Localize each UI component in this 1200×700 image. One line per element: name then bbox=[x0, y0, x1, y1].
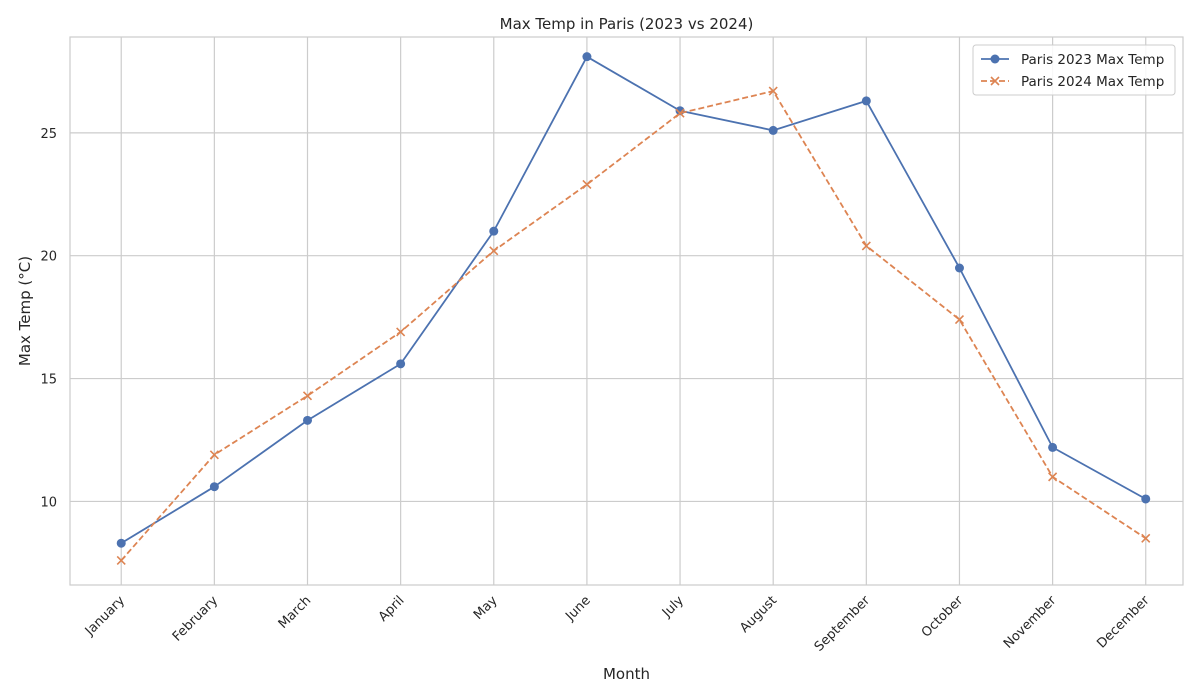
legend-label: Paris 2024 Max Temp bbox=[1021, 74, 1164, 90]
data-point bbox=[1141, 533, 1151, 543]
x-tick-label: April bbox=[376, 593, 408, 625]
x-tick-label: September bbox=[812, 593, 874, 655]
data-point bbox=[582, 52, 592, 62]
x-tick-label: August bbox=[737, 593, 780, 636]
x-tick-label: December bbox=[1094, 593, 1153, 652]
x-tick-label: February bbox=[170, 593, 222, 645]
x-tick-label: March bbox=[276, 593, 315, 632]
plot-frame bbox=[69, 36, 1184, 586]
data-point bbox=[489, 226, 499, 236]
x-tick-label: October bbox=[919, 593, 967, 641]
data-point bbox=[1048, 472, 1058, 482]
y-tick-label: 10 bbox=[40, 495, 57, 510]
chart-title: Max Temp in Paris (2023 vs 2024) bbox=[500, 15, 754, 33]
data-point bbox=[1141, 494, 1151, 504]
data-point bbox=[396, 359, 406, 369]
x-tick-label: November bbox=[1001, 593, 1060, 652]
data-point bbox=[954, 263, 964, 273]
y-tick-label: 20 bbox=[40, 250, 57, 265]
y-tick-label: 25 bbox=[40, 127, 57, 142]
data-point bbox=[861, 96, 871, 106]
tick-labels: January February March April May June July Augu… bbox=[40, 127, 1153, 655]
legend-label: Paris 2023 Max Temp bbox=[1021, 52, 1164, 68]
data-point bbox=[302, 391, 313, 401]
y-tick-label: 15 bbox=[40, 373, 57, 388]
series-lines bbox=[116, 52, 1151, 565]
data-point bbox=[396, 327, 406, 337]
data-point bbox=[954, 315, 965, 325]
x-tick-label: June bbox=[562, 593, 593, 624]
x-axis-label: Month bbox=[603, 665, 650, 683]
data-point bbox=[116, 538, 126, 548]
legend: Paris 2023 Max Temp Paris 2024 Max Temp bbox=[972, 44, 1176, 96]
data-point bbox=[116, 555, 126, 565]
series-line bbox=[120, 55, 1147, 544]
data-point bbox=[1048, 442, 1058, 452]
series-1 bbox=[116, 52, 1151, 548]
data-point bbox=[209, 482, 219, 492]
x-tick-label: January bbox=[82, 593, 128, 639]
data-point bbox=[768, 125, 778, 135]
data-point bbox=[489, 246, 499, 256]
x-tick-label: July bbox=[659, 593, 687, 621]
x-tick-label: May bbox=[471, 593, 501, 623]
legend-entry: Paris 2023 Max Temp bbox=[981, 52, 1164, 68]
legend-entry: Paris 2024 Max Temp bbox=[981, 74, 1164, 90]
data-point bbox=[675, 108, 685, 118]
legend-marker bbox=[990, 76, 1000, 86]
data-point bbox=[768, 86, 778, 96]
legend-marker bbox=[990, 54, 1000, 64]
series-line bbox=[120, 90, 1147, 562]
data-point bbox=[861, 241, 871, 251]
data-point bbox=[303, 415, 313, 425]
legend-frame bbox=[972, 44, 1176, 96]
y-axis-label: Max Temp (°C) bbox=[16, 256, 34, 366]
grid-lines bbox=[70, 37, 1183, 585]
data-point bbox=[582, 179, 592, 190]
data-point bbox=[209, 450, 219, 460]
series-2 bbox=[116, 86, 1151, 565]
